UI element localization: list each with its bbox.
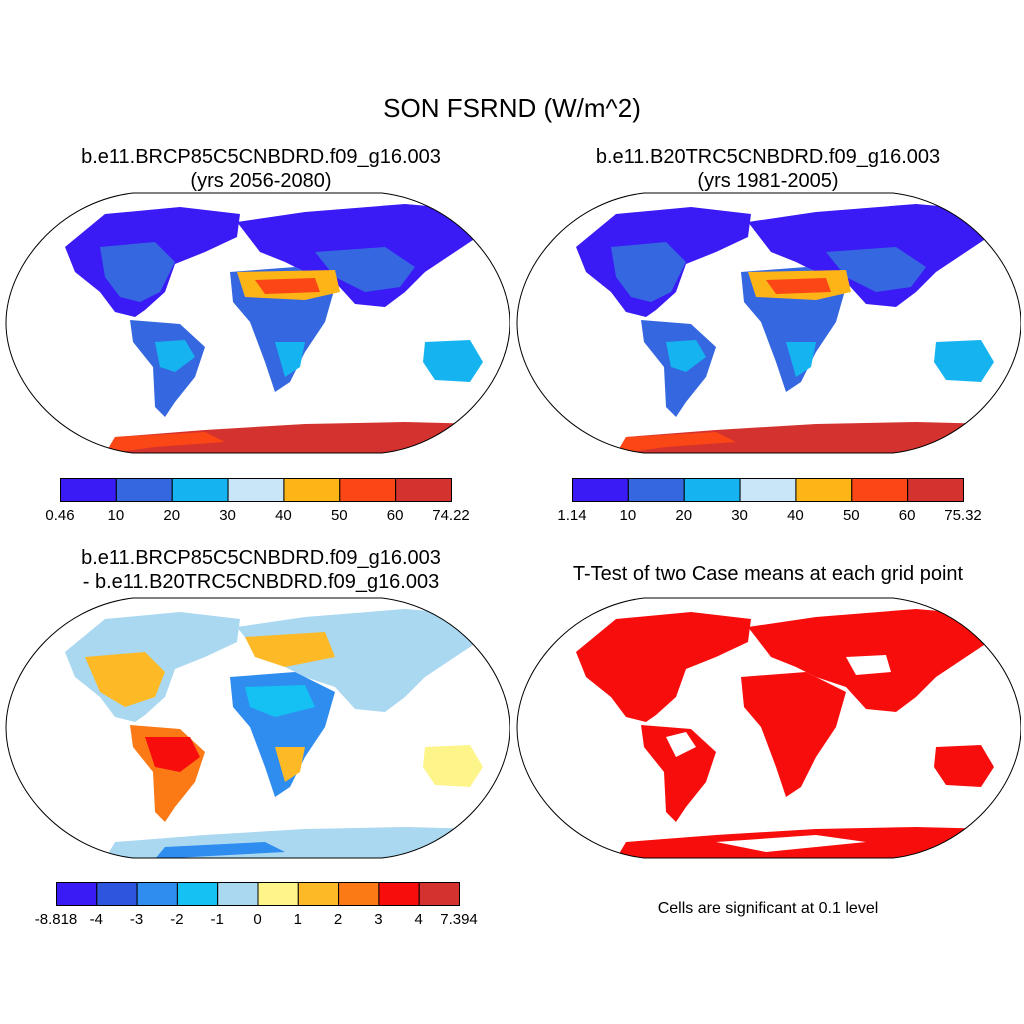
colorbar-2-swatch bbox=[851, 478, 909, 502]
colorbar-1-tick-label: 50 bbox=[330, 507, 348, 524]
colorbar-2-swatch bbox=[739, 478, 797, 502]
colorbar-2-swatch bbox=[572, 478, 629, 502]
colorbar-1-swatch bbox=[339, 478, 397, 502]
colorbar-3-swatch bbox=[297, 882, 340, 906]
panel3-title: b.e11.BRCP85C5CNBDRD.f09_g16.003 - b.e11… bbox=[5, 546, 517, 594]
colorbar-1-swatch bbox=[395, 478, 452, 502]
colorbar-1-tick-label: 30 bbox=[219, 507, 236, 524]
panel1-title: b.e11.BRCP85C5CNBDRD.f09_g16.003 (yrs 20… bbox=[5, 145, 517, 193]
panel3-title-line2: - b.e11.B20TRC5CNBDRD.f09_g16.003 bbox=[82, 571, 440, 593]
colorbar-1-tick-label: 20 bbox=[163, 507, 181, 524]
colorbar-3-tick-label: -8.818 bbox=[34, 911, 78, 928]
colorbar-2-swatch bbox=[627, 478, 685, 502]
panel2-title-line1: b.e11.B20TRC5CNBDRD.f09_g16.003 bbox=[595, 146, 941, 168]
colorbar-2-swatch bbox=[907, 478, 964, 502]
panel4-title: T-Test of two Case means at each grid po… bbox=[512, 562, 1024, 586]
colorbar-3-swatch bbox=[217, 882, 259, 906]
colorbar-3-swatch bbox=[257, 882, 299, 906]
colorbar-1-tick-label: 74.22 bbox=[432, 507, 470, 524]
colorbar-3-swatch bbox=[176, 882, 219, 906]
colorbar-panel-1 bbox=[60, 478, 452, 502]
colorbar-3-tick-label: 1 bbox=[293, 911, 302, 928]
north-america-interior bbox=[100, 242, 175, 302]
antarctica-edge bbox=[105, 432, 225, 453]
colorbar-1-swatch bbox=[115, 478, 173, 502]
colorbar-1-tick-label: 10 bbox=[107, 507, 125, 524]
map-panel-2 bbox=[516, 192, 1021, 454]
panel2-title-line2: (yrs 1981-2005) bbox=[697, 170, 839, 192]
sahara-hotter bbox=[255, 278, 320, 294]
map-panel-1 bbox=[5, 192, 510, 454]
antarctica-land bbox=[105, 422, 510, 453]
panel1-title-line1: b.e11.BRCP85C5CNBDRD.f09_g16.003 bbox=[81, 146, 441, 168]
central-asia-land bbox=[315, 247, 415, 292]
colorbar-2-swatch bbox=[683, 478, 741, 502]
colorbar-2-swatch bbox=[795, 478, 853, 502]
significance-note: Cells are significant at 0.1 level bbox=[657, 900, 879, 917]
colorbar-1-swatch bbox=[227, 478, 285, 502]
colorbar-2-tick-label: 30 bbox=[731, 507, 748, 524]
colorbar-3-swatch bbox=[56, 882, 98, 906]
colorbar-3-tick-label: -1 bbox=[210, 911, 224, 928]
colorbar-2-tick-label: 75.32 bbox=[944, 507, 982, 524]
map-panel-4 bbox=[516, 597, 1021, 859]
south-america-light bbox=[155, 340, 195, 372]
colorbar-2-tick-label: 50 bbox=[842, 507, 860, 524]
colorbar-3-tick-label: 0 bbox=[253, 911, 262, 928]
colorbar-panel-3 bbox=[56, 882, 460, 906]
colorbar-3-tick-label: 7.394 bbox=[440, 911, 478, 928]
africa-south bbox=[275, 342, 305, 377]
colorbar-1-swatch bbox=[171, 478, 229, 502]
colorbar-1-swatch bbox=[283, 478, 341, 502]
colorbar-1-tick-label: 0.46 bbox=[45, 507, 75, 524]
panel2-title: b.e11.B20TRC5CNBDRD.f09_g16.003 (yrs 198… bbox=[512, 145, 1024, 193]
colorbar-3-tick-label: 4 bbox=[414, 911, 423, 928]
map-panel-3 bbox=[5, 597, 510, 859]
colorbar-1-tick-label: 40 bbox=[275, 507, 292, 524]
colorbar-panel-2 bbox=[572, 478, 964, 502]
colorbar-3-swatch bbox=[418, 882, 460, 906]
colorbar-3-tick-label: 2 bbox=[333, 911, 343, 928]
panel4-title-line1: T-Test of two Case means at each grid po… bbox=[572, 563, 964, 585]
colorbar-3-swatch bbox=[136, 882, 178, 906]
panel1-title-line2: (yrs 2056-2080) bbox=[190, 170, 332, 192]
colorbar-3-swatch bbox=[338, 882, 380, 906]
colorbar-3-swatch bbox=[378, 882, 420, 906]
main-title: SON FSRND (W/m^2) bbox=[383, 93, 641, 123]
colorbar-3-swatch bbox=[96, 882, 138, 906]
colorbar-1-tick-label: 60 bbox=[386, 507, 404, 524]
panel3-title-line1: b.e11.BRCP85C5CNBDRD.f09_g16.003 bbox=[81, 547, 441, 569]
colorbar-2-tick-label: 60 bbox=[898, 507, 916, 524]
colorbar-2-tick-label: 1.14 bbox=[557, 507, 587, 524]
colorbar-2-tick-label: 10 bbox=[619, 507, 637, 524]
colorbar-1-swatch bbox=[60, 478, 117, 502]
colorbar-3-tick-label: -4 bbox=[89, 911, 103, 928]
colorbar-3-tick-label: -3 bbox=[129, 911, 144, 928]
colorbar-2-tick-label: 40 bbox=[787, 507, 804, 524]
colorbar-2-tick-label: 20 bbox=[675, 507, 693, 524]
colorbar-panel-2-labels: 1.14 10 20 30 40 50 60 75.32 bbox=[557, 507, 981, 527]
australia-land bbox=[423, 340, 483, 382]
colorbar-panel-3-labels: -8.818 -4 -3 -2 -1 0 1 2 3 4 7.394 bbox=[35, 911, 478, 931]
colorbar-panel-1-labels: 0.46 10 20 30 40 50 60 74.22 bbox=[45, 507, 469, 527]
colorbar-3-tick-label: -2 bbox=[170, 911, 184, 928]
colorbar-3-tick-label: 3 bbox=[374, 911, 383, 928]
